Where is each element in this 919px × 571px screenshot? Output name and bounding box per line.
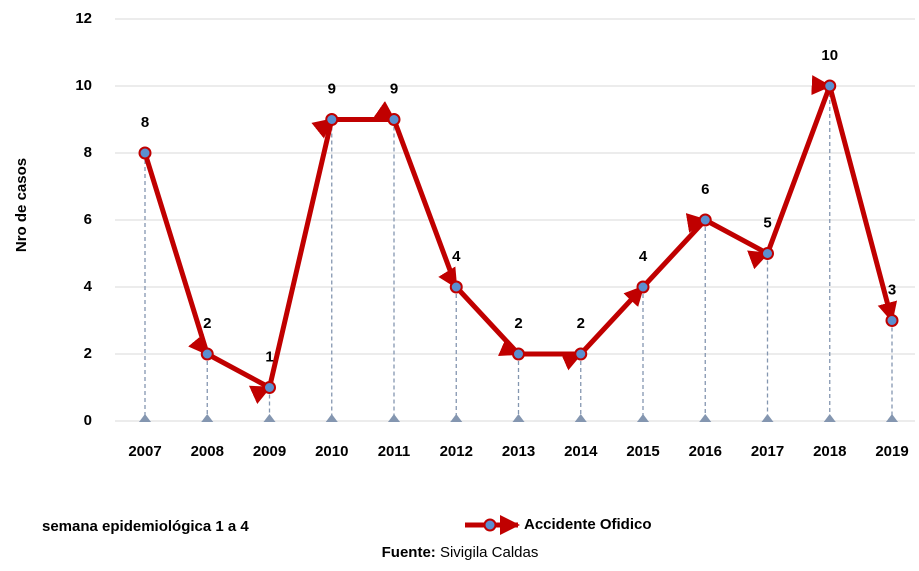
base-marker	[574, 414, 587, 422]
x-tick-label: 2012	[440, 443, 473, 460]
point	[387, 113, 401, 126]
x-tick-label: 2017	[751, 443, 784, 460]
y-tick-label: 8	[84, 144, 92, 161]
source-text: Sivigila Caldas	[440, 544, 538, 561]
data-label: 1	[265, 348, 273, 365]
point	[512, 347, 525, 361]
base-marker	[325, 414, 338, 422]
x-tick-label: 2019	[875, 443, 908, 460]
base-marker	[388, 414, 400, 422]
y-axis-label: Nro de casos	[13, 158, 30, 252]
point	[761, 247, 774, 260]
y-tick-label: 0	[84, 412, 92, 429]
base-marker	[886, 414, 898, 422]
data-label: 8	[141, 114, 149, 131]
point	[200, 347, 214, 361]
point	[449, 280, 463, 294]
point	[698, 213, 712, 227]
series-line	[142, 75, 898, 405]
y-tick-label: 6	[84, 211, 92, 228]
x-tick-label: 2014	[564, 443, 598, 460]
x-tick-label: 2016	[689, 443, 722, 460]
point	[325, 113, 339, 126]
base-marker	[699, 414, 712, 422]
point	[574, 347, 588, 361]
base-marker	[450, 414, 463, 422]
y-tick-label: 10	[75, 77, 92, 94]
x-tick-label: 2009	[253, 443, 286, 460]
data-label: 9	[328, 80, 336, 97]
source-label: Fuente:	[382, 544, 436, 561]
legend-marker	[483, 518, 497, 532]
base-marker	[201, 414, 214, 422]
data-label: 9	[390, 80, 398, 97]
source: Fuente: Sivigila Caldas	[382, 544, 539, 561]
data-label: 4	[452, 248, 461, 265]
base-marker	[139, 414, 151, 422]
y-tick-label: 2	[84, 345, 92, 362]
data-label: 2	[514, 315, 522, 332]
base-marker	[823, 414, 836, 422]
base-marker	[761, 414, 774, 422]
base-marker	[263, 414, 276, 422]
data-label: 3	[888, 281, 896, 298]
data-label: 2	[577, 315, 585, 332]
point	[823, 79, 837, 93]
legend-label: Accidente Ofidico	[524, 516, 652, 533]
x-tick-label: 2013	[502, 443, 535, 460]
base-marker	[512, 414, 525, 422]
x-axis-label: semana epidemiológica 1 a 4	[42, 518, 249, 535]
data-label: 2	[203, 315, 211, 332]
x-tick-label: 2008	[191, 443, 224, 460]
data-label: 10	[821, 47, 838, 64]
base-marker	[637, 414, 649, 422]
x-tick-label: 2015	[626, 443, 659, 460]
x-tick-label: 2018	[813, 443, 846, 460]
x-tick-label: 2011	[378, 443, 411, 460]
point	[885, 314, 899, 327]
point	[636, 280, 650, 294]
data-label: 5	[763, 214, 771, 231]
y-tick-label: 4	[84, 278, 93, 295]
data-label: 6	[701, 181, 709, 198]
x-tick-label: 2010	[315, 443, 348, 460]
y-tick-label: 12	[75, 10, 92, 27]
data-label: 4	[639, 248, 648, 265]
x-tick-label: 2007	[128, 443, 161, 460]
point	[263, 381, 276, 394]
point	[138, 146, 152, 160]
